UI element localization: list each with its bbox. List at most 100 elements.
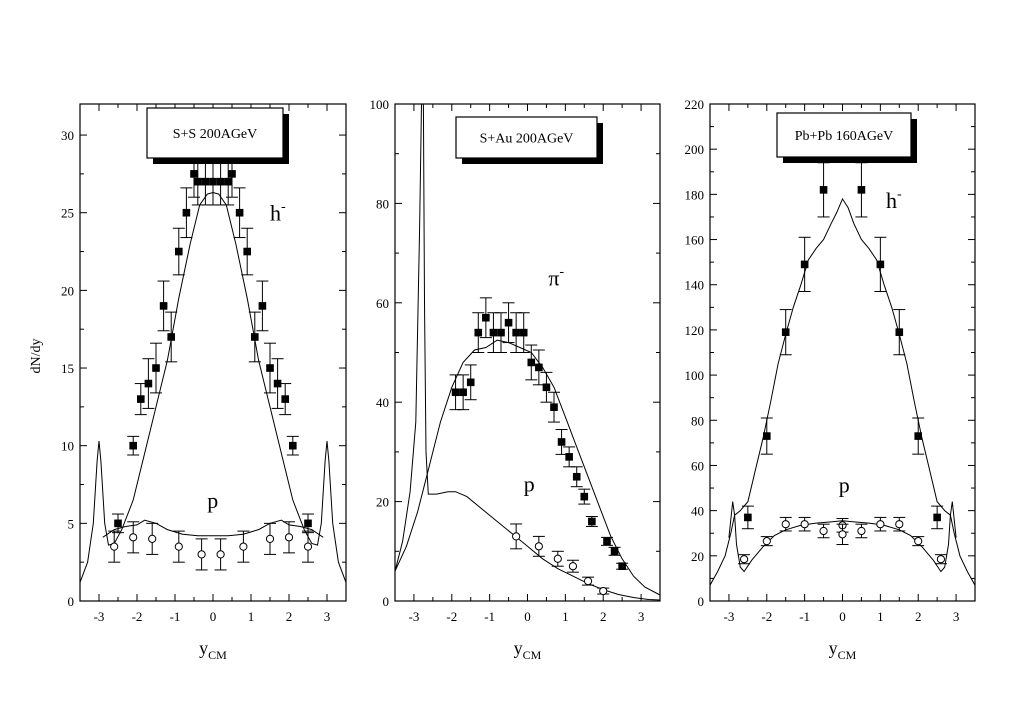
particle-label: p bbox=[524, 472, 535, 497]
particle-label: p bbox=[839, 473, 850, 498]
x-tick-label: 1 bbox=[248, 609, 255, 624]
y-tick-label: 100 bbox=[685, 368, 705, 383]
data-point-square bbox=[610, 547, 619, 556]
data-point-square bbox=[159, 302, 168, 310]
data-point-square bbox=[933, 513, 941, 522]
data-point-square bbox=[489, 328, 498, 337]
data-point-square bbox=[512, 328, 520, 337]
title-box bbox=[455, 116, 598, 159]
data-point-square bbox=[744, 513, 752, 522]
data-point-square bbox=[235, 208, 244, 217]
data-point-circle bbox=[239, 542, 248, 551]
data-point-square bbox=[557, 438, 566, 446]
chart-title: S+S 200AGeV bbox=[173, 127, 258, 142]
x-axis-label-sub: CM bbox=[523, 648, 542, 662]
x-axis-label: yCM bbox=[514, 638, 542, 662]
data-point-circle bbox=[534, 542, 543, 551]
title-box bbox=[776, 112, 912, 158]
particle-label-text: π bbox=[548, 265, 559, 290]
data-point-circle bbox=[216, 550, 225, 559]
data-point-square bbox=[194, 177, 202, 186]
data-point-square bbox=[618, 562, 626, 571]
y-tick-label: 25 bbox=[61, 206, 74, 221]
data-point-square bbox=[201, 177, 210, 186]
x-tick-label: -1 bbox=[170, 609, 181, 624]
data-point-square bbox=[129, 441, 137, 450]
title-box bbox=[146, 107, 284, 159]
data-point-circle bbox=[197, 550, 206, 559]
x-tick-label: -3 bbox=[724, 609, 735, 624]
data-point-square bbox=[542, 383, 551, 392]
data-point-circle bbox=[553, 554, 562, 563]
data-point-square bbox=[459, 388, 467, 397]
data-point-square bbox=[243, 247, 251, 256]
data-point-circle bbox=[838, 530, 847, 539]
x-axis-label-sub: CM bbox=[208, 648, 227, 662]
particle-label-text: p bbox=[207, 488, 218, 513]
data-point-circle bbox=[284, 533, 294, 542]
data-point-square bbox=[572, 472, 581, 481]
data-point-square bbox=[175, 247, 183, 256]
model-curve bbox=[710, 197, 975, 586]
x-tick-label: 1 bbox=[562, 609, 569, 624]
x-tick-label: 0 bbox=[839, 609, 846, 624]
y-tick-label: 15 bbox=[61, 361, 74, 376]
data-point-square bbox=[289, 441, 297, 450]
y-tick-label: 180 bbox=[685, 187, 705, 202]
y-axis-label: dN/dy bbox=[29, 339, 44, 374]
data-point-circle bbox=[895, 520, 904, 529]
y-tick-label: 5 bbox=[68, 516, 75, 531]
y-tick-label: 40 bbox=[691, 504, 704, 519]
data-point-square bbox=[781, 328, 790, 336]
particle-label: p bbox=[207, 488, 218, 513]
x-tick-label: 3 bbox=[324, 609, 331, 624]
y-tick-label: 100 bbox=[370, 97, 390, 112]
data-point-circle bbox=[876, 520, 885, 529]
y-tick-label: 160 bbox=[685, 233, 705, 248]
particle-label-sup: - bbox=[897, 187, 902, 202]
data-point-square bbox=[273, 379, 282, 388]
x-axis-label-main: y bbox=[514, 638, 523, 658]
data-point-square bbox=[895, 328, 904, 336]
data-point-circle bbox=[174, 542, 183, 551]
data-point-square bbox=[482, 313, 490, 322]
data-point-circle bbox=[936, 555, 946, 564]
data-point-square bbox=[504, 318, 513, 327]
y-tick-label: 0 bbox=[68, 594, 75, 609]
x-axis-label-sub: CM bbox=[838, 648, 857, 662]
data-point-square bbox=[266, 364, 274, 372]
y-tick-label: 80 bbox=[691, 413, 704, 428]
data-point-square bbox=[914, 432, 923, 440]
data-point-square bbox=[281, 395, 289, 403]
data-point-square bbox=[190, 170, 198, 178]
y-tick-label: 200 bbox=[685, 142, 705, 157]
x-tick-label: 0 bbox=[524, 609, 531, 624]
data-point-circle bbox=[512, 532, 521, 541]
y-tick-label: 220 bbox=[685, 97, 705, 112]
y-tick-label: 40 bbox=[376, 395, 389, 410]
x-axis-label-main: y bbox=[199, 638, 208, 658]
data-point-square bbox=[565, 453, 573, 461]
y-tick-label: 0 bbox=[383, 594, 390, 609]
data-point-square bbox=[876, 260, 885, 269]
x-tick-label: -3 bbox=[94, 609, 105, 624]
particle-label-text: p bbox=[839, 473, 850, 498]
model-curve bbox=[395, 104, 422, 572]
y-tick-label: 30 bbox=[61, 128, 74, 143]
data-point-square bbox=[603, 537, 611, 546]
panel-pbpb-160agev: -3 -2 -1 0 1 2 3 0 20 40 60 80 100 120 140 160 180 200 220… bbox=[685, 97, 976, 662]
data-point-square bbox=[762, 432, 771, 440]
y-tick-label: 0 bbox=[698, 594, 705, 609]
data-point-square bbox=[209, 177, 217, 186]
data-point-square bbox=[857, 186, 866, 194]
data-point-square bbox=[535, 363, 543, 372]
data-point-square bbox=[497, 328, 505, 337]
x-axis-label: yCM bbox=[829, 638, 857, 662]
particle-label-text: h bbox=[886, 188, 897, 213]
data-point-circle bbox=[568, 562, 578, 571]
data-point-square bbox=[527, 358, 536, 367]
x-tick-label: -1 bbox=[484, 609, 495, 624]
